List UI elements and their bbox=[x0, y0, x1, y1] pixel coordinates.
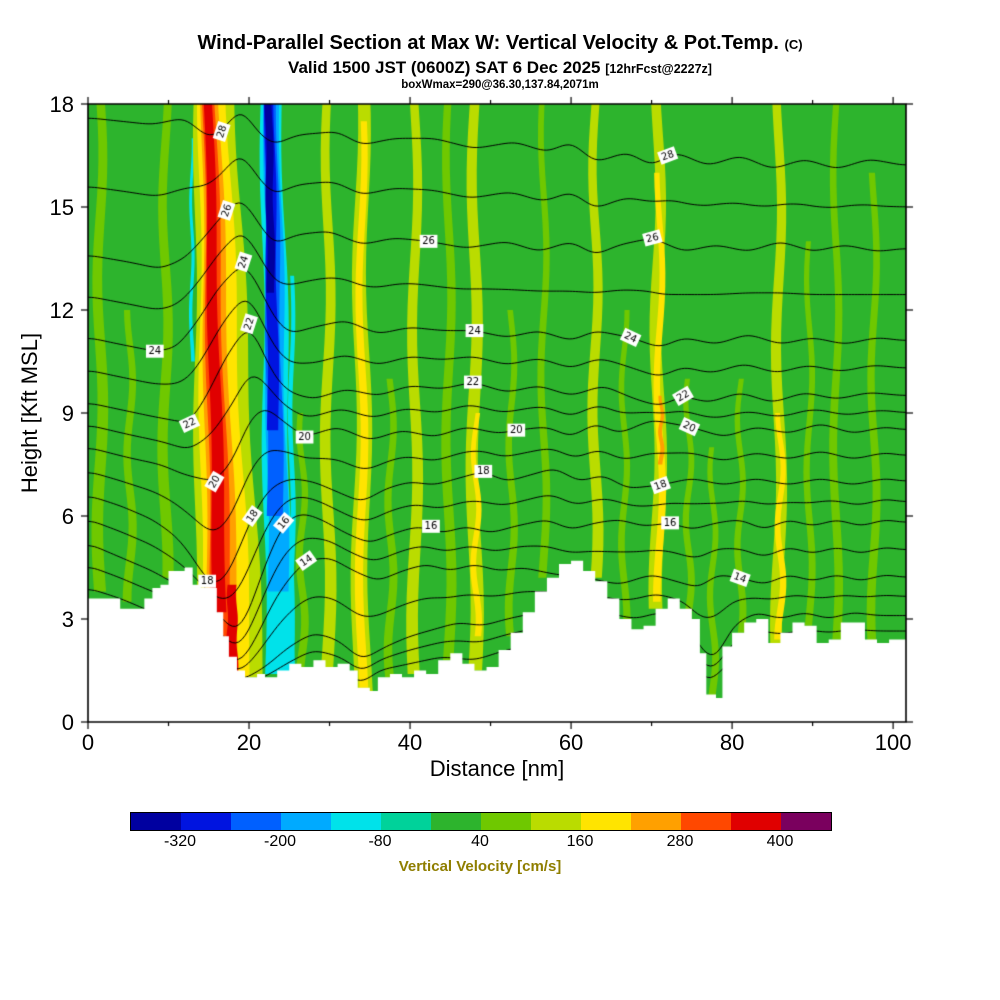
colorbar-segment bbox=[331, 813, 381, 830]
x-tick-label: 40 bbox=[397, 730, 423, 755]
colorbar-tick-label: 400 bbox=[766, 833, 794, 850]
y-tick-label: 9 bbox=[61, 401, 74, 426]
y-tick-label: 15 bbox=[49, 195, 74, 220]
colorbar-segment bbox=[781, 813, 831, 830]
x-tick-label: 100 bbox=[874, 730, 912, 755]
valid-time-subtitle: Valid 1500 JST (0600Z) SAT 6 Dec 2025 [1… bbox=[0, 58, 1000, 78]
colorbar-segment bbox=[481, 813, 531, 830]
colorbar-segment bbox=[381, 813, 431, 830]
colorbar-tick-label: 160 bbox=[566, 833, 594, 850]
colorbar-segment bbox=[431, 813, 481, 830]
colorbar-segment bbox=[681, 813, 731, 830]
y-tick-label: 12 bbox=[49, 298, 74, 323]
forecast-tag: [12hrFcst@2227z] bbox=[605, 62, 712, 76]
x-tick-label: 80 bbox=[719, 730, 745, 755]
page-title: Wind-Parallel Section at Max W: Vertical… bbox=[0, 32, 1000, 55]
x-tick-label: 0 bbox=[81, 730, 95, 755]
max-w-note: boxWmax=290@36.30,137.84,2071m bbox=[401, 79, 599, 91]
colorbar-tick-label: -320 bbox=[163, 833, 197, 850]
colorbar-segment bbox=[581, 813, 631, 830]
colorbar-segment bbox=[231, 813, 281, 830]
colorbar bbox=[130, 812, 832, 831]
y-tick-label: 6 bbox=[61, 504, 74, 529]
y-tick-label: 3 bbox=[61, 607, 74, 632]
y-tick-label: 0 bbox=[61, 710, 74, 735]
y-tick-label: 18 bbox=[49, 92, 74, 117]
x-tick-label: 60 bbox=[558, 730, 584, 755]
colorbar-segment bbox=[731, 813, 781, 830]
colorbar-tick-label: 280 bbox=[666, 833, 694, 850]
colorbar-segment bbox=[281, 813, 331, 830]
colorbar-segment bbox=[531, 813, 581, 830]
valid-time-text: Valid 1500 JST (0600Z) SAT 6 Dec 2025 bbox=[288, 58, 601, 77]
cross-section-plot bbox=[78, 94, 916, 732]
title-text: Wind-Parallel Section at Max W: Vertical… bbox=[197, 32, 779, 54]
colorbar-segment bbox=[131, 813, 181, 830]
colorbar-tick-label: -200 bbox=[263, 833, 297, 850]
colorbar-title: Vertical Velocity [cm/s] bbox=[398, 858, 562, 875]
colorbar-segment bbox=[631, 813, 681, 830]
x-axis-title: Distance [nm] bbox=[429, 756, 565, 781]
colorbar-tick-label: -80 bbox=[368, 833, 392, 850]
colorbar-segment bbox=[181, 813, 231, 830]
colorbar-tick-label: 40 bbox=[471, 833, 489, 850]
title-unit: (C) bbox=[784, 37, 803, 52]
x-tick-label: 20 bbox=[236, 730, 262, 755]
